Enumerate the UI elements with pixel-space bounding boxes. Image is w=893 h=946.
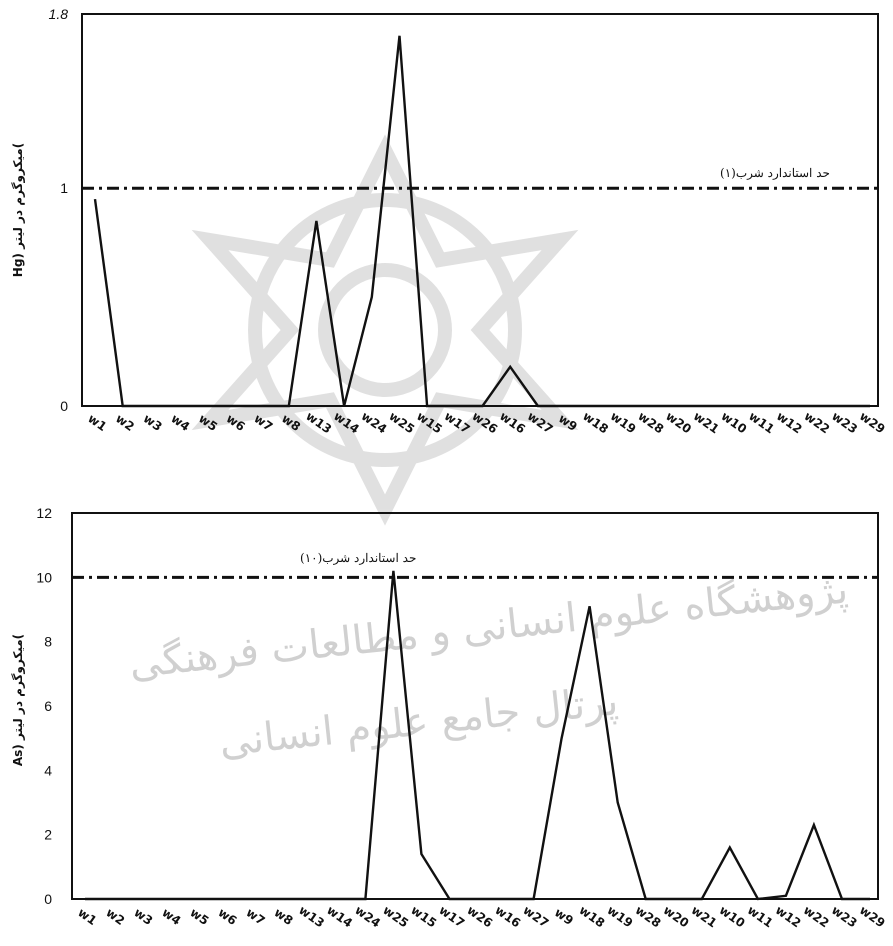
as-x-tick-label: w4 <box>159 905 183 928</box>
as-x-ticks: w1 w2 w3 w4 w5 w6 w7 w8 w13w14w24w25w15w17w26w16… <box>75 903 887 930</box>
as-x-tick-label: w29 <box>857 903 888 930</box>
hg-reference-label: حد استاندارد شرب(۱) <box>720 166 830 180</box>
hg-x-tick-label: w21 <box>691 409 722 436</box>
as-y-ticks: 0 2 4 6 8 10 12 <box>36 505 52 907</box>
as-x-tick-label: w19 <box>605 903 636 930</box>
as-y-tick-label: 6 <box>44 698 52 714</box>
as-x-tick-label: w11 <box>745 903 776 930</box>
as-x-tick-label: w25 <box>380 903 411 930</box>
as-x-tick-label: w16 <box>492 903 523 930</box>
watermark-line-1: پژوهشگاه علوم انسانی و مطالعات فرهنگی <box>127 566 850 687</box>
as-x-tick-label: w26 <box>464 903 495 930</box>
as-x-tick-label: w7 <box>244 905 268 928</box>
as-y-tick-label: 4 <box>44 762 52 778</box>
as-y-tick-label: 10 <box>36 569 52 585</box>
hg-x-tick-label: w18 <box>580 409 611 436</box>
as-x-tick-label: w28 <box>633 903 664 930</box>
as-x-tick-label: w1 <box>75 905 99 928</box>
as-x-tick-label: w3 <box>131 905 155 928</box>
watermark: پژوهشگاه علوم انسانی و مطالعات فرهنگی پر… <box>127 134 850 766</box>
hg-x-tick-label: w20 <box>663 409 694 436</box>
as-x-tick-label: w14 <box>324 903 355 930</box>
hg-x-tick-label: w12 <box>774 409 805 436</box>
as-x-tick-label: w5 <box>187 905 211 928</box>
hg-x-tick-label: w3 <box>141 411 165 434</box>
as-reference-label: حد استاندارد شرب(۱۰) <box>300 551 416 565</box>
as-x-tick-label: w13 <box>296 903 327 930</box>
as-x-tick-label: w20 <box>661 903 692 930</box>
as-x-tick-label: w12 <box>773 903 804 930</box>
as-x-tick-label: w15 <box>408 903 439 930</box>
as-x-tick-label: w18 <box>577 903 608 930</box>
as-x-tick-label: w22 <box>801 903 832 930</box>
as-x-tick-label: w10 <box>717 903 748 930</box>
hg-x-tick-label: w10 <box>719 409 750 436</box>
as-x-tick-label: w8 <box>272 905 296 928</box>
hg-series-line <box>93 35 870 408</box>
as-x-tick-label: w24 <box>352 903 383 930</box>
hg-y-tick-label: 1 <box>60 180 68 196</box>
as-x-tick-label: w27 <box>520 903 551 930</box>
hg-y-tick-label: 1.8 <box>49 6 69 22</box>
hg-x-tick-label: w23 <box>829 409 860 436</box>
watermark-emblem-icon <box>191 134 579 526</box>
as-x-tick-label: w6 <box>215 905 239 928</box>
as-y-axis-label: As) میکروگرم در لیتر( <box>11 634 26 766</box>
as-x-tick-label: w2 <box>103 905 127 928</box>
as-y-tick-label: 8 <box>44 634 52 650</box>
hg-x-tick-label: w19 <box>608 409 639 436</box>
hg-x-tick-label: w24 <box>359 409 390 436</box>
hg-x-tick-label: w29 <box>857 409 888 436</box>
hg-y-axis-label: Hg) میکروگرم در لیتر( <box>11 143 26 277</box>
hg-y-tick-label: 0 <box>60 398 68 414</box>
as-x-tick-label: w9 <box>552 905 576 928</box>
as-series <box>84 570 871 901</box>
as-y-tick-label: 2 <box>44 827 52 843</box>
hg-x-tick-label: w28 <box>635 409 666 436</box>
hg-x-tick-label: w1 <box>85 411 109 434</box>
hg-x-tick-label: w11 <box>746 409 777 436</box>
as-y-tick-label: 12 <box>36 505 52 521</box>
hg-x-tick-label: w2 <box>113 411 137 434</box>
hg-y-ticks: 011.8 <box>49 6 69 414</box>
as-x-tick-label: w23 <box>829 903 860 930</box>
as-y-tick-label: 0 <box>44 891 52 907</box>
as-x-tick-label: w17 <box>436 903 467 930</box>
hg-plot-frame <box>81 13 879 407</box>
hg-x-tick-label: w25 <box>386 409 417 436</box>
hg-x-tick-label: w22 <box>802 409 833 436</box>
hg-series <box>93 35 871 408</box>
as-x-tick-label: w21 <box>689 903 720 930</box>
hg-x-tick-label: w4 <box>168 411 192 434</box>
